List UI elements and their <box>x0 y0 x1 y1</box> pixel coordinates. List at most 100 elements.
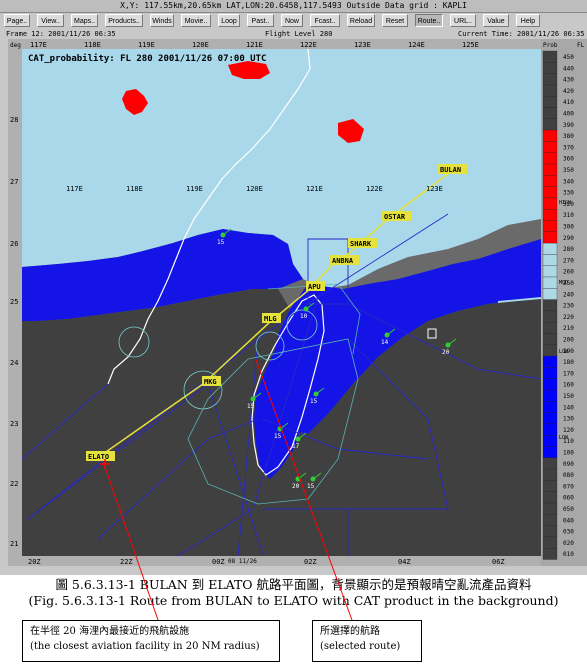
legend-level: 310 <box>563 212 574 219</box>
legend-level: 400 <box>563 111 574 118</box>
lat-label: 24 <box>10 359 18 367</box>
toolbar-button-fcast[interactable]: Fcast.. <box>310 14 340 27</box>
window-title: X,Y: 117.55km,20.65km LAT,LON:20.6458,11… <box>0 0 587 13</box>
top-lon-label: 119E <box>138 41 155 49</box>
lat-label: 28 <box>10 116 18 124</box>
toolbar-button-reload[interactable]: Reload <box>347 14 375 27</box>
callout-closest-facility-zh: 在半徑 20 海浬內最接近的飛航設施 <box>30 626 190 637</box>
bottom-axis-strip <box>8 556 541 566</box>
toolbar-button-url[interactable]: URL.. <box>450 14 476 27</box>
legend-swatch <box>542 254 558 266</box>
legend-swatch <box>542 514 558 526</box>
info-bar: Frame 12: 2001/11/26 06:35 Flight Level … <box>0 29 587 39</box>
waypoint-shark[interactable]: SHARK <box>348 238 377 248</box>
waypoint-mlg[interactable]: MLG <box>262 313 281 323</box>
legend-swatch <box>542 457 558 470</box>
toolbar-button-winds[interactable]: Winds <box>150 14 174 27</box>
legend-swatch <box>542 548 558 560</box>
top-axis-strip <box>8 39 541 49</box>
date-label: 08 11/26 <box>228 558 257 565</box>
legend-level: 060 <box>563 495 574 502</box>
legend-level: 100 <box>563 450 574 457</box>
toolbar-button-help[interactable]: Help <box>516 14 540 27</box>
flight-level-label: Flight Level 280 <box>265 30 333 38</box>
top-lon-label: 125E <box>462 41 479 49</box>
color-legend: Prob FL 450 440 430 420 410 400 390 380 370 360 350 3… <box>541 39 587 566</box>
toolbar-button-view[interactable]: View.. <box>37 14 64 27</box>
selected-route-line[interactable] <box>102 173 449 455</box>
toolbar-button-now[interactable]: Now <box>281 14 303 27</box>
legend-level: 370 <box>563 144 574 151</box>
legend-band-label: HIGH <box>559 200 571 206</box>
left-axis-strip <box>8 49 22 556</box>
legend-swatch <box>542 491 558 504</box>
legend-swatch <box>542 220 558 232</box>
lat-label: 25 <box>10 298 18 306</box>
toolbar-button-loop[interactable]: Loop <box>218 14 240 27</box>
svg-text:15: 15 <box>307 483 315 490</box>
toolbar-button-reset[interactable]: Reset <box>382 14 408 27</box>
svg-text:15: 15 <box>247 403 255 410</box>
lat-label: 26 <box>10 240 18 248</box>
station-marker: 20 <box>442 338 457 356</box>
waypoint-ostar[interactable]: OSTAR <box>382 211 411 221</box>
svg-text:SHARK: SHARK <box>350 240 372 248</box>
legend-swatch <box>542 435 558 447</box>
legend-level: 030 <box>563 529 574 536</box>
lat-label: 23 <box>10 420 18 428</box>
legend-swatch <box>542 367 558 379</box>
legend-level: 330 <box>563 190 574 197</box>
svg-text:MLG: MLG <box>264 315 277 323</box>
legend-swatch <box>542 288 558 300</box>
legend-band-label: LOW <box>559 435 569 441</box>
svg-text:20: 20 <box>442 349 450 356</box>
legend-level: 130 <box>563 416 574 423</box>
bottom-time-label: 02Z <box>304 558 317 566</box>
current-time-label: Current Time: 2001/11/26 06:35 <box>458 30 585 38</box>
lat-label: 27 <box>10 178 18 186</box>
waypoint-anbna[interactable]: ANBNA <box>330 255 359 265</box>
top-lon-label: 123E <box>354 41 371 49</box>
waypoint-apu[interactable]: APU <box>306 281 325 291</box>
toolbar-button-maps[interactable]: Maps.. <box>71 14 98 27</box>
toolbar-button-page[interactable]: Page.. <box>4 14 30 27</box>
legend-level: 210 <box>563 325 574 332</box>
sub-lon-label: 118E <box>126 185 143 193</box>
legend-swatch <box>542 536 558 549</box>
legend-level: 350 <box>563 167 574 174</box>
legend-swatch <box>542 299 558 312</box>
toolbar-button-value[interactable]: Value <box>483 14 509 27</box>
high-area-1 <box>122 89 148 115</box>
waypoint-elato[interactable]: ELATO <box>86 451 115 461</box>
legend-level: 450 <box>563 54 574 61</box>
legend-swatch <box>542 152 558 165</box>
legend-level: 140 <box>563 404 574 411</box>
waypoints: BULAN OSTAR SHARK ANBNA APU MLG MKG ELATO <box>86 164 467 461</box>
legend-swatch <box>542 378 558 391</box>
legend-level: 020 <box>563 540 574 547</box>
legend-swatch <box>542 265 558 278</box>
svg-text:BULAN: BULAN <box>440 166 461 174</box>
toolbar-button-route[interactable]: Route.. <box>415 14 443 27</box>
map-panel[interactable]: BULAN OSTAR SHARK ANBNA APU MLG MKG ELATO 15 10 1… <box>8 39 542 566</box>
svg-text:ELATO: ELATO <box>88 453 109 461</box>
legend-level: 110 <box>563 438 574 445</box>
legend-band-label: LOW <box>559 349 569 355</box>
legend-level: 320 <box>563 201 574 208</box>
legend-swatch <box>542 344 558 357</box>
legend-swatch <box>542 209 558 221</box>
toolbar-button-past[interactable]: Past.. <box>247 14 274 27</box>
legend-header-prob: Prob <box>543 42 558 49</box>
map-canvas[interactable]: BULAN OSTAR SHARK ANBNA APU MLG MKG ELATO 15 10 1… <box>8 39 542 566</box>
application-window: X,Y: 117.55km,20.65km LAT,LON:20.6458,11… <box>0 0 587 575</box>
waypoint-mkg[interactable]: MKG <box>202 376 221 386</box>
legend-swatch <box>542 322 558 334</box>
white-marker <box>427 328 437 339</box>
top-lon-label: 121E <box>246 41 263 49</box>
toolbar-button-movie[interactable]: Movie.. <box>181 14 211 27</box>
toolbar: Page.. View.. Maps.. Products.. Winds Movie..… <box>0 13 587 29</box>
waypoint-bulan[interactable]: BULAN <box>438 164 467 174</box>
svg-text:15: 15 <box>274 433 282 440</box>
legend-level: 240 <box>563 291 574 298</box>
toolbar-button-products[interactable]: Products.. <box>105 14 143 27</box>
